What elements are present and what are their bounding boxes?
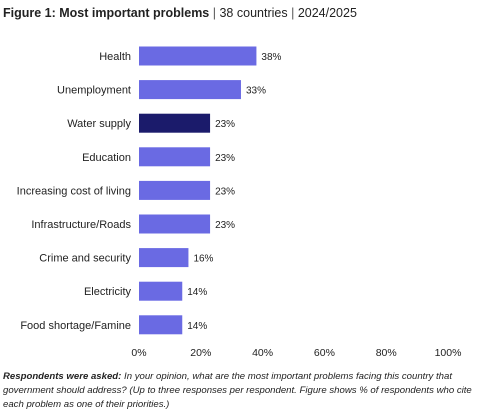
title-separator: | [291, 6, 295, 20]
bar [139, 281, 183, 301]
x-tick-label: 100% [435, 347, 462, 359]
survey-note: Respondents were asked: In your opinion,… [3, 370, 493, 412]
data-label: 23% [215, 153, 235, 164]
x-tick-label: 0% [131, 347, 146, 359]
data-label: 33% [246, 86, 266, 97]
x-tick-label: 20% [190, 347, 211, 359]
data-label: 23% [215, 119, 235, 130]
title-separator: | [212, 6, 216, 20]
x-tick-label: 40% [252, 347, 273, 359]
bar [139, 80, 241, 100]
bar [139, 180, 211, 200]
data-label: 23% [215, 186, 235, 197]
category-label: Increasing cost of living [17, 185, 131, 197]
category-label: Electricity [84, 286, 132, 298]
note-text: In your opinion, what are the most impor… [3, 371, 472, 410]
category-label: Crime and security [39, 253, 131, 265]
category-label: Water supply [67, 118, 131, 130]
category-label: Infrastructure/Roads [31, 219, 131, 231]
note-lead: Respondents were asked: [3, 371, 122, 382]
figure-title: Figure 1: Most important problems | 38 c… [3, 6, 357, 20]
data-label: 14% [187, 287, 207, 298]
figure-label: Figure 1: Most important problems [3, 6, 210, 20]
category-label: Food shortage/Famine [20, 320, 131, 332]
bar [139, 315, 183, 335]
x-tick-label: 60% [314, 347, 335, 359]
bar [139, 113, 211, 133]
figure-countries: 38 countries [219, 6, 288, 20]
bar [139, 147, 211, 167]
data-label: 38% [261, 52, 281, 63]
bar [139, 248, 189, 268]
category-label: Education [82, 152, 131, 164]
x-tick-label: 80% [376, 347, 397, 359]
figure-period: 2024/2025 [297, 6, 357, 20]
bar [139, 214, 211, 234]
data-label: 23% [215, 220, 235, 231]
category-label: Unemployment [57, 85, 131, 97]
data-label: 14% [187, 321, 207, 332]
category-label: Health [99, 51, 131, 63]
bar [139, 46, 257, 66]
data-label: 16% [193, 254, 213, 265]
bar-chart: Health 38% Unemployment 33% Water supply 23% E… [17, 46, 462, 359]
